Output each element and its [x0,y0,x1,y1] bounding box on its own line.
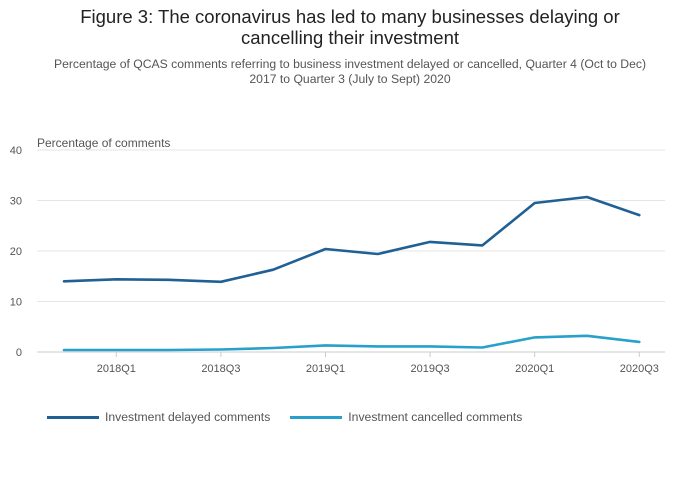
legend-swatch-delayed [47,415,99,419]
y-axis-ticks: 0 10 20 30 40 [10,145,22,359]
chart-subtitle: Percentage of QCAS comments referring to… [40,57,660,87]
y-tick-label: 20 [10,246,22,258]
x-tick-label: 2018Q3 [201,363,240,375]
legend-label-delayed: Investment delayed comments [105,410,271,424]
y-tick-label: 40 [10,145,22,157]
chart-title-line-2: cancelling their investment [241,27,459,48]
x-tick-label: 2019Q1 [306,363,345,375]
x-tick-label: 2020Q3 [620,363,659,375]
series-line-delayed [62,195,641,284]
x-tick-label: 2020Q1 [515,363,554,375]
legend: Investment delayed comments Investment c… [47,408,542,426]
legend-label-cancelled: Investment cancelled comments [348,410,523,424]
y-tick-label: 10 [10,297,22,309]
chart-subtitle-line-1: Percentage of QCAS comments referring to… [53,57,647,71]
x-tick-label: 2019Q3 [411,363,450,375]
series-line-cancelled [62,334,641,352]
legend-item-delayed: Investment delayed comments [47,410,270,424]
legend-item-cancelled: Investment cancelled comments [290,410,522,424]
x-tick-label: 2018Q1 [97,363,136,375]
y-tick-label: 30 [10,196,22,208]
chart-subtitle-line-2: 2017 to Quarter 3 (July to Sept) 2020 [249,72,451,86]
chart-title: Figure 3: The coronavirus has led to man… [0,6,700,48]
legend-swatch-cancelled [290,415,343,419]
y-axis-label: Percentage of comments [37,136,170,150]
series-lines [62,195,641,352]
y-tick-label: 0 [16,347,22,359]
x-axis-ticks: 2018Q1 2018Q3 2019Q1 2019Q3 2020Q1 2020Q3 [97,352,659,375]
chart-title-line-1: Figure 3: The coronavirus has led to man… [80,6,620,27]
